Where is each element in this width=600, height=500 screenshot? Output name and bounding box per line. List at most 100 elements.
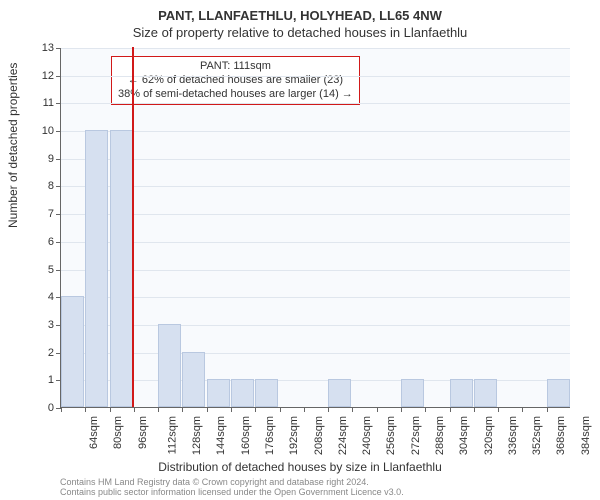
gridline [61,76,570,77]
gridline [61,186,570,187]
y-tick-mark [56,242,61,243]
x-tick-label: 224sqm [337,416,349,455]
x-tick-mark [231,407,232,412]
x-tick-mark [352,407,353,412]
x-tick-label: 240sqm [361,416,373,455]
histogram-bar [207,379,230,407]
gridline [61,297,570,298]
x-tick-mark [547,407,548,412]
x-tick-label: 352sqm [531,416,543,455]
x-axis-label: Distribution of detached houses by size … [0,460,600,474]
x-tick-label: 112sqm [166,416,178,454]
gridline [61,103,570,104]
x-tick-label: 208sqm [313,416,325,455]
gridline [61,159,570,160]
y-tick-mark [56,214,61,215]
y-tick-label: 12 [24,70,54,82]
histogram-bar [231,379,254,407]
annotation-line: PANT: 111sqm [118,60,353,74]
y-tick-label: 4 [24,291,54,303]
x-tick-label: 144sqm [216,416,228,455]
footer-attribution: Contains HM Land Registry data © Crown c… [60,478,404,498]
y-tick-label: 7 [24,208,54,220]
y-tick-label: 13 [24,42,54,54]
histogram-bar [255,379,278,407]
x-tick-label: 80sqm [112,416,124,449]
annotation-line: 38% of semi-detached houses are larger (… [118,88,353,102]
property-marker-line [132,47,134,407]
x-tick-label: 256sqm [386,416,398,455]
y-tick-label: 8 [24,180,54,192]
x-tick-mark [498,407,499,412]
y-tick-label: 10 [24,125,54,137]
gridline [61,270,570,271]
histogram-bar [450,379,473,407]
x-tick-mark [328,407,329,412]
y-tick-label: 3 [24,319,54,331]
x-tick-mark [450,407,451,412]
x-tick-label: 128sqm [191,416,203,455]
x-tick-label: 272sqm [410,416,422,455]
y-tick-mark [56,131,61,132]
x-tick-mark [425,407,426,412]
histogram-bar [547,379,570,407]
annotation-box: PANT: 111sqm← 62% of detached houses are… [111,56,360,105]
gridline [61,242,570,243]
x-tick-mark [110,407,111,412]
x-tick-label: 192sqm [288,416,300,455]
chart-subtitle: Size of property relative to detached ho… [0,23,600,40]
x-tick-mark [182,407,183,412]
x-tick-mark [280,407,281,412]
histogram-bar [182,352,205,407]
x-tick-label: 160sqm [240,416,252,455]
x-tick-mark [522,407,523,412]
y-tick-label: 9 [24,153,54,165]
x-tick-label: 320sqm [483,416,495,455]
y-tick-label: 0 [24,402,54,414]
chart-title: PANT, LLANFAETHLU, HOLYHEAD, LL65 4NW [0,0,600,23]
x-tick-label: 176sqm [264,416,276,455]
x-tick-mark [304,407,305,412]
histogram-bar [474,379,497,407]
x-tick-mark [255,407,256,412]
gridline [61,131,570,132]
x-tick-label: 336sqm [507,416,519,455]
y-tick-label: 1 [24,374,54,386]
x-tick-mark [85,407,86,412]
x-tick-label: 64sqm [88,416,100,449]
x-tick-mark [474,407,475,412]
y-tick-mark [56,48,61,49]
x-tick-label: 368sqm [556,416,568,455]
chart-container: PANT, LLANFAETHLU, HOLYHEAD, LL65 4NW Si… [0,0,600,500]
y-axis-label: Number of detached properties [6,63,20,228]
footer-line-2: Contains public sector information licen… [60,488,404,498]
histogram-bar [328,379,351,407]
gridline [61,325,570,326]
histogram-bar [110,130,133,407]
gridline [61,48,570,49]
histogram-bar [85,130,108,407]
y-tick-label: 5 [24,264,54,276]
y-tick-mark [56,76,61,77]
gridline [61,353,570,354]
x-tick-label: 288sqm [434,416,446,455]
x-tick-label: 304sqm [458,416,470,455]
x-tick-mark [158,407,159,412]
y-tick-mark [56,159,61,160]
x-tick-label: 384sqm [580,416,592,455]
y-tick-mark [56,186,61,187]
x-tick-mark [134,407,135,412]
histogram-bar [158,324,181,407]
y-tick-label: 2 [24,347,54,359]
gridline [61,214,570,215]
y-tick-label: 11 [24,97,54,109]
x-tick-label: 96sqm [137,416,149,449]
histogram-bar [401,379,424,407]
y-tick-mark [56,270,61,271]
plot-area: PANT: 111sqm← 62% of detached houses are… [60,48,570,408]
x-tick-mark [377,407,378,412]
x-tick-mark [401,407,402,412]
histogram-bar [61,296,84,407]
y-tick-label: 6 [24,236,54,248]
y-tick-mark [56,103,61,104]
